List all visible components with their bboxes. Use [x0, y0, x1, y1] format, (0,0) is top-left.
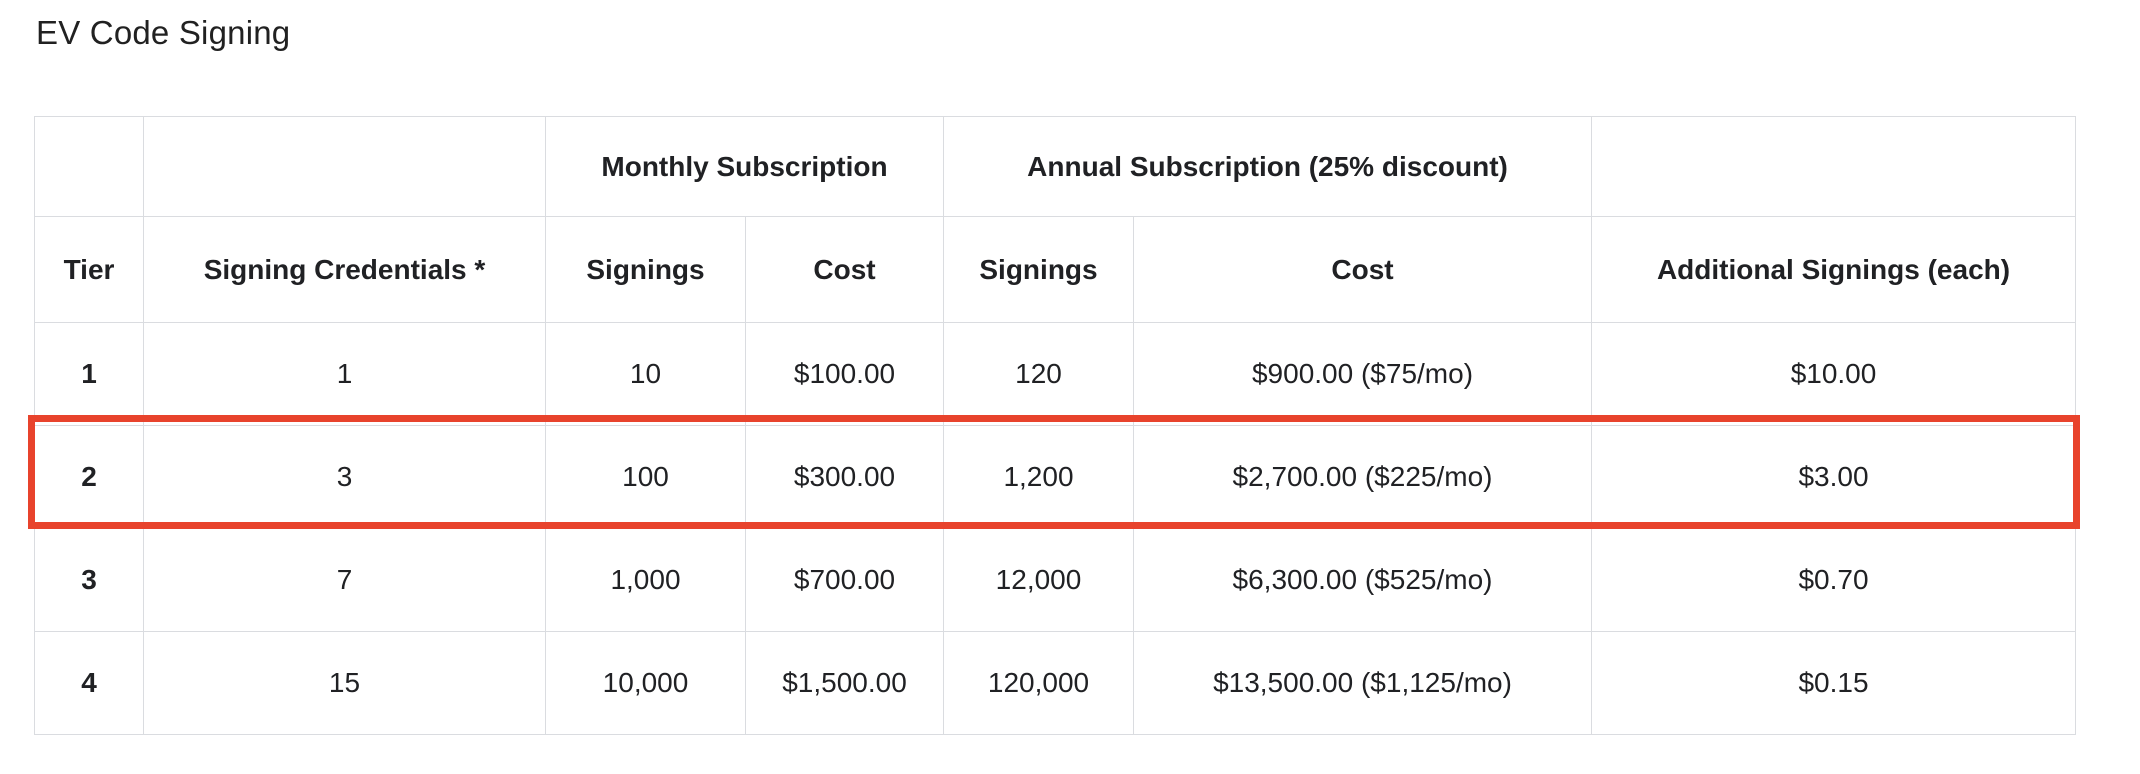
cell-annual-cost: $6,300.00 ($525/mo) [1132, 528, 1593, 632]
cell-additional-signings: $0.15 [1591, 631, 2077, 735]
cell-annual-signings: 120,000 [943, 631, 1134, 735]
group-header-blank-tier [34, 116, 144, 217]
cell-tier: 2 [34, 425, 144, 529]
table-row-tier-3: 3 7 1,000 $700.00 12,000 $6,300.00 ($525… [34, 528, 2077, 632]
column-header-additional-signings: Additional Signings (each) [1591, 216, 2077, 323]
cell-additional-signings: $0.70 [1591, 528, 2077, 632]
cell-monthly-cost: $700.00 [745, 528, 944, 632]
group-header-annual-subscription: Annual Subscription (25% discount) [942, 116, 1593, 217]
column-header-monthly-cost: Cost [745, 216, 944, 323]
column-header-tier: Tier [34, 216, 144, 323]
cell-annual-signings: 120 [943, 322, 1134, 426]
group-header-row: Monthly Subscription Annual Subscription… [34, 116, 2077, 217]
cell-signing-credentials: 3 [143, 425, 546, 529]
cell-monthly-signings: 1,000 [545, 528, 746, 632]
cell-additional-signings: $10.00 [1591, 322, 2077, 426]
group-header-monthly-subscription: Monthly Subscription [545, 116, 944, 217]
cell-monthly-signings: 10,000 [545, 631, 746, 735]
cell-signing-credentials: 15 [143, 631, 546, 735]
group-header-blank-additional [1591, 116, 2077, 217]
cell-annual-signings: 1,200 [943, 425, 1134, 529]
cell-monthly-signings: 10 [545, 322, 746, 426]
cell-tier: 1 [34, 322, 144, 426]
cell-annual-cost: $13,500.00 ($1,125/mo) [1132, 631, 1593, 735]
column-header-row: Tier Signing Credentials * Signings Cost… [34, 216, 2077, 323]
pricing-table: Monthly Subscription Annual Subscription… [34, 116, 2077, 735]
column-header-monthly-signings: Signings [545, 216, 746, 323]
pricing-table-container: Monthly Subscription Annual Subscription… [34, 116, 2077, 735]
column-header-signing-credentials: Signing Credentials * [143, 216, 546, 323]
page-title: EV Code Signing [36, 14, 291, 51]
cell-monthly-signings: 100 [545, 425, 746, 529]
cell-tier: 4 [34, 631, 144, 735]
cell-annual-cost: $900.00 ($75/mo) [1132, 322, 1593, 426]
cell-monthly-cost: $100.00 [745, 322, 944, 426]
group-header-blank-credentials [143, 116, 546, 217]
cell-signing-credentials: 1 [143, 322, 546, 426]
cell-monthly-cost: $1,500.00 [745, 631, 944, 735]
cell-additional-signings: $3.00 [1591, 425, 2077, 529]
cell-monthly-cost: $300.00 [745, 425, 944, 529]
cell-annual-signings: 12,000 [943, 528, 1134, 632]
table-row-tier-2-highlighted: 2 3 100 $300.00 1,200 $2,700.00 ($225/mo… [34, 425, 2077, 529]
cell-annual-cost: $2,700.00 ($225/mo) [1132, 425, 1593, 529]
cell-tier: 3 [34, 528, 144, 632]
column-header-annual-cost: Cost [1132, 216, 1593, 323]
table-row-tier-4: 4 15 10,000 $1,500.00 120,000 $13,500.00… [34, 631, 2077, 735]
column-header-annual-signings: Signings [943, 216, 1134, 323]
table-row-tier-1: 1 1 10 $100.00 120 $900.00 ($75/mo) $10.… [34, 322, 2077, 426]
cell-signing-credentials: 7 [143, 528, 546, 632]
